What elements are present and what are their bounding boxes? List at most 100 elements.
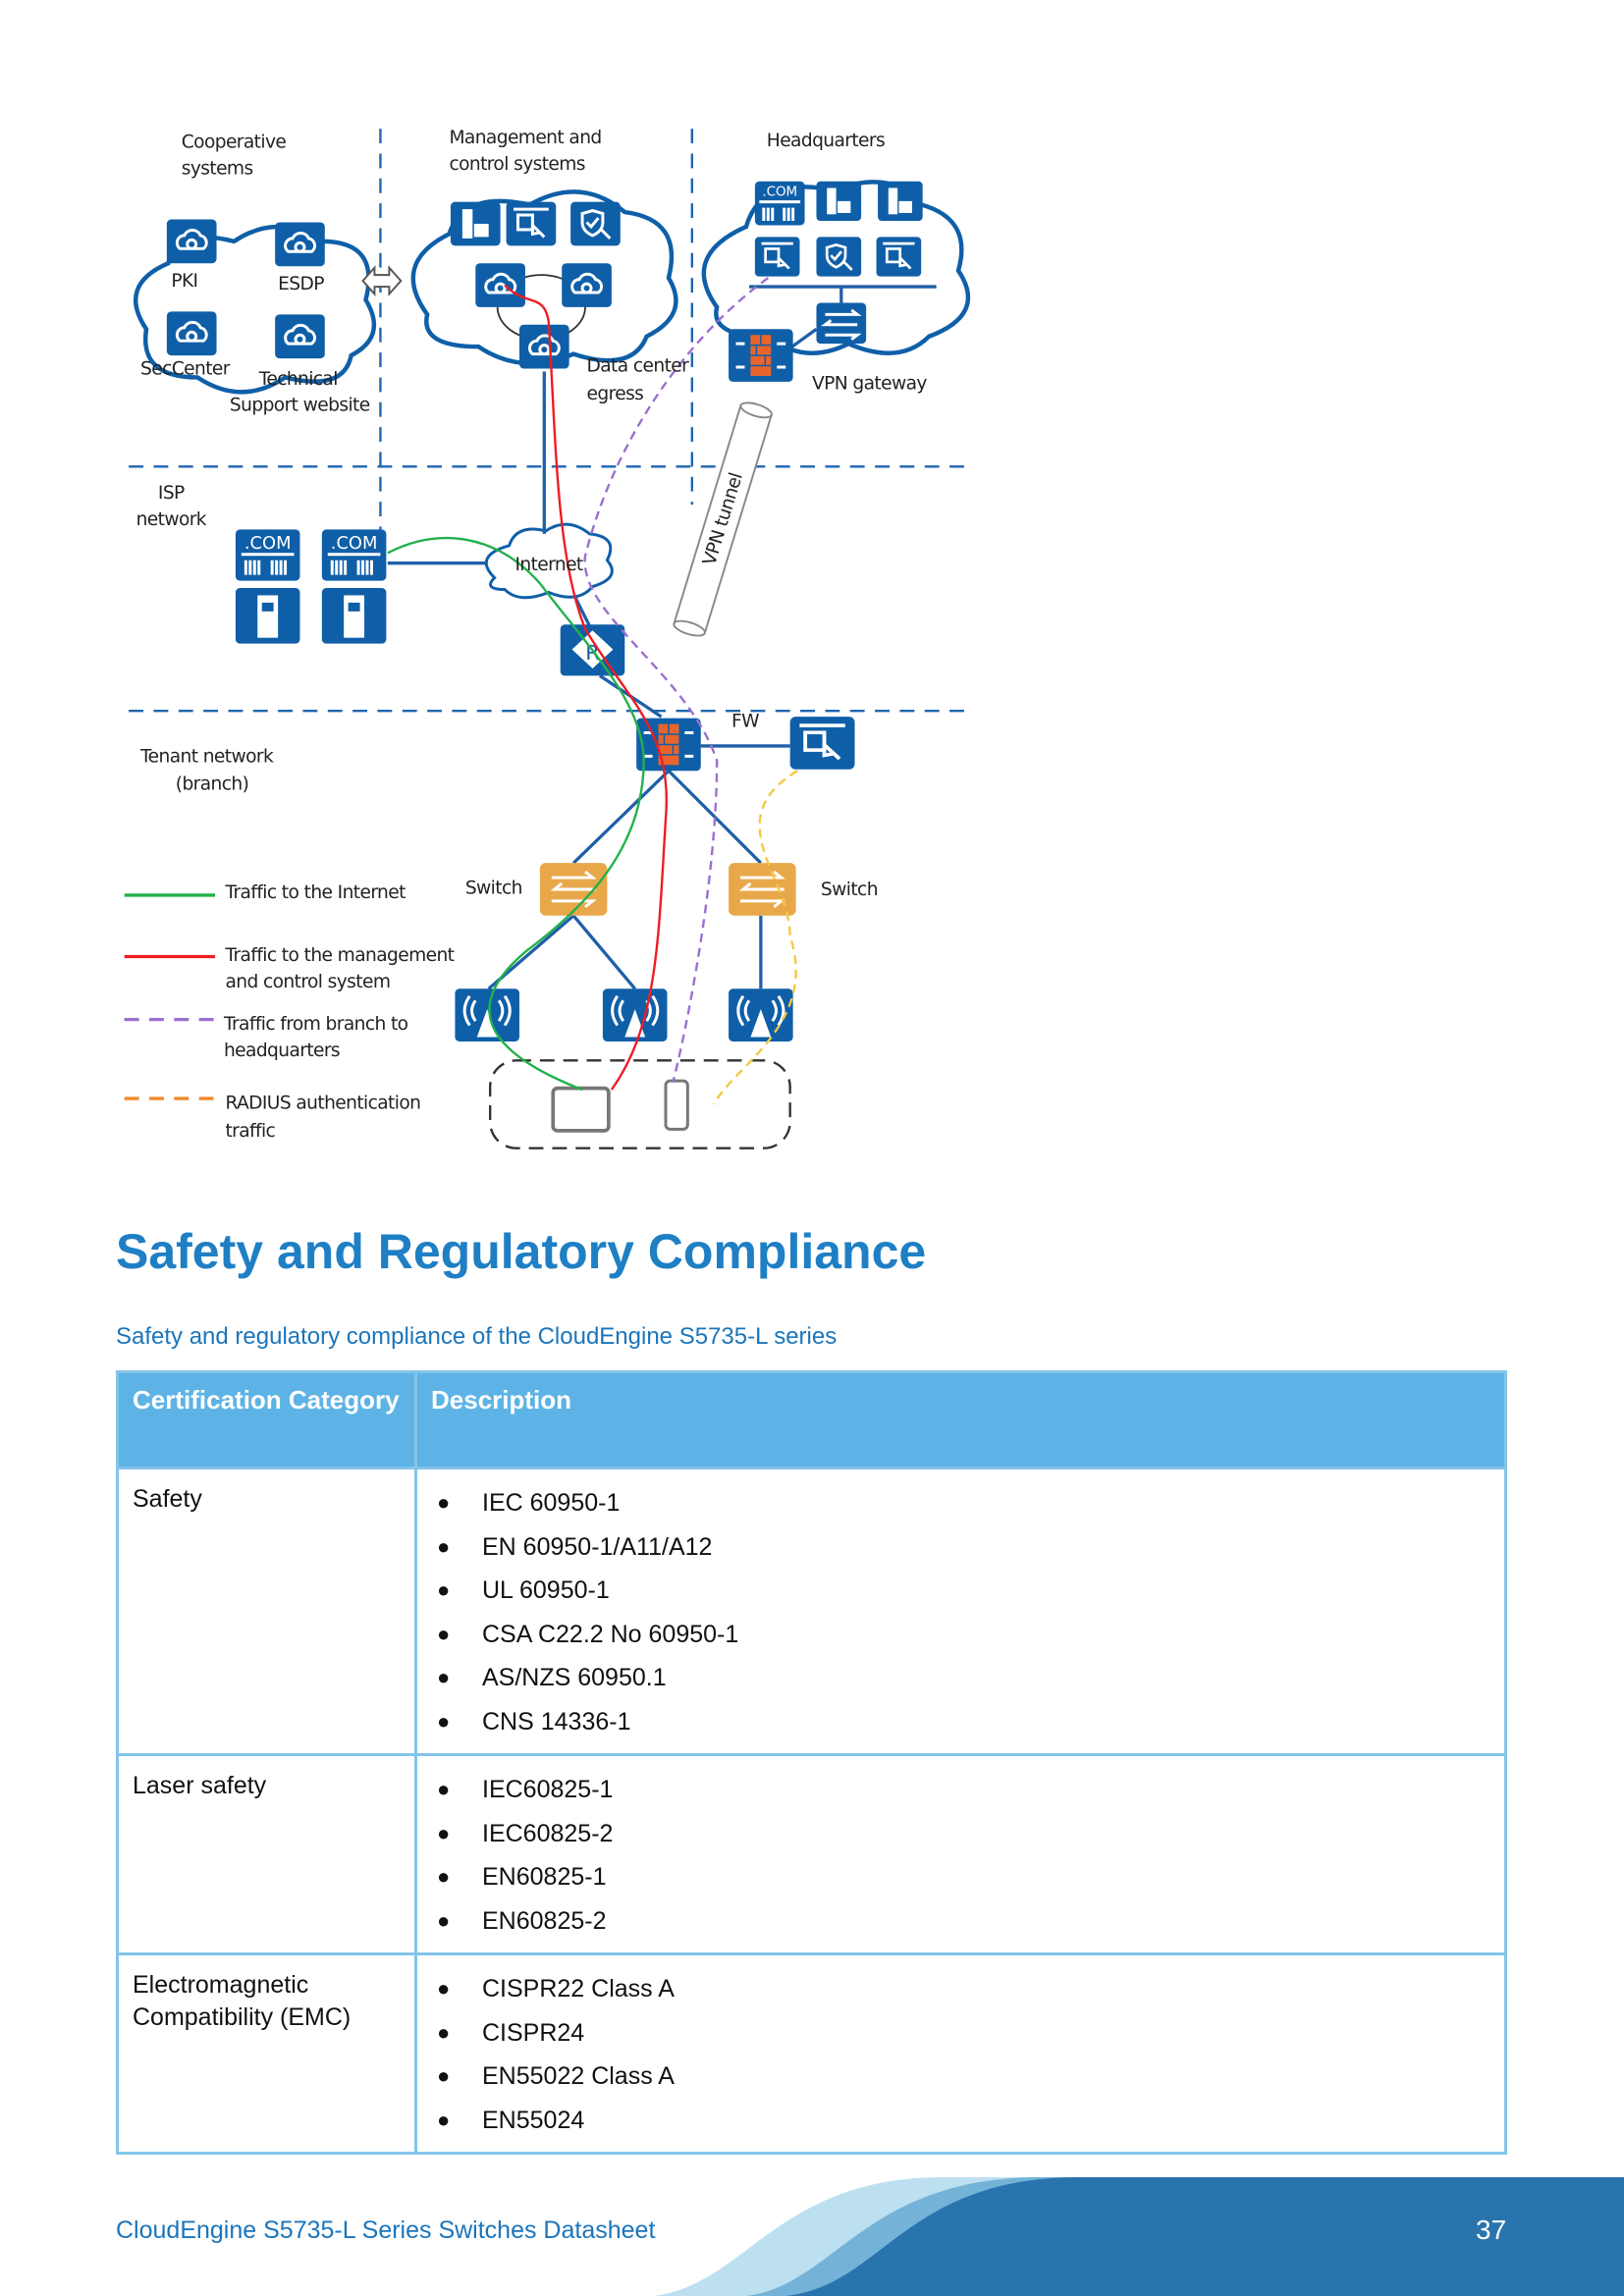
table-caption: Safety and regulatory compliance of the … [116,1323,838,1350]
bullet-icon: ● [437,1533,451,1559]
double-arrow-icon [361,265,403,297]
standard-name: CISPR22 Class A [482,1975,675,2002]
bullet-icon: ● [437,2063,451,2088]
technical-label: Technical [258,369,338,390]
certification-category: Electromagnetic Compatibility (EMC) [116,1952,417,2155]
traffic-paths [387,277,798,1105]
management-console-icon [505,200,558,247]
list-item: ● AS/NZS 60950.1 [431,1656,1490,1700]
standards-list: ● IEC 60950-1 ● EN 60950-1/A11/A12 ● UL 60950… [431,1481,1490,1743]
bullet-icon: ● [437,1665,451,1689]
cloud-service-icon [560,261,614,309]
footer-document-title: CloudEngine S5735-L Series Switches Data… [116,2216,656,2244]
standards-list: ● IEC60825-1 ● IEC60825-2 ● EN60825-1 ● EN60825… [431,1768,1490,1943]
data-center-egress-icon [517,323,571,370]
legend-label: traffic [225,1121,275,1142]
bullet-icon: ● [437,1708,451,1734]
switch-label: Switch [821,880,878,900]
zone-label: network [136,509,207,530]
hq-traffic-path [583,277,769,1083]
diagram-labels: Cooperative systems Management and contr… [136,128,928,900]
isp-com-label: .COM [244,533,292,554]
technical-label: Support website [230,396,370,416]
zone-label: control systems [449,154,584,175]
esdp-label: ESDP [278,274,324,294]
egress-label: Data center [587,355,690,376]
seccenter-icon [165,309,219,357]
list-item: ● CISPR22 Class A [431,1967,1490,2011]
compliance-table: Certification Category Description Safet… [116,1370,1507,2155]
network-diagram: VPN tunnel .COM .COM .COM R [124,128,973,1149]
terminals [488,1059,791,1149]
vpn-gateway-label: VPN gateway [812,373,927,394]
standard-name: UL 60950-1 [482,1576,610,1604]
zone-label: ISP [158,483,185,504]
bullet-icon: ● [437,1864,451,1889]
pki-icon [165,218,219,265]
standard-name: IEC 60950-1 [482,1489,621,1517]
bullet-icon: ● [437,1777,451,1801]
standard-name: CNS 14336-1 [482,1707,631,1735]
access-point-icon [453,987,521,1043]
fw-label: FW [731,712,759,732]
standard-name: EN55024 [482,2106,585,2134]
isp-server-icon [235,588,300,644]
radius-server-icon [787,715,857,772]
branch-firewall-icon [634,717,703,773]
description-cell: ● IEC60825-1 ● IEC60825-2 ● EN60825-1 ● EN60825… [414,1753,1507,1955]
list-item: ● EN55024 [431,2099,1490,2143]
server-icon [450,201,501,246]
list-item: ● IEC 60950-1 [431,1481,1490,1525]
ad-server-icon [875,236,923,278]
hq-com-label: .COM [762,186,797,200]
vpn-gateway-arrows-icon [820,308,862,341]
switch-label: Switch [465,878,522,898]
standard-name: IEC60825-2 [482,1819,614,1847]
bullet-icon: ● [437,2107,451,2132]
zone-label: (branch) [176,774,248,795]
certification-category: Laser safety [116,1753,417,1955]
list-item: ● CSA C22.2 No 60950-1 [431,1613,1490,1657]
zone-label: Management and [449,128,601,148]
description-cell: ● IEC 60950-1 ● EN 60950-1/A11/A12 ● UL 60950… [414,1467,1507,1756]
switch-left-icon [538,861,609,918]
list-item: ● IEC60825-2 [431,1812,1490,1856]
technical-support-icon [273,312,327,360]
list-item: ● IEC60825-1 [431,1768,1490,1812]
list-item: ● UL 60950-1 [431,1569,1490,1613]
internet-cloud [484,522,614,600]
column-header-category: Certification Category [116,1370,417,1469]
standard-name: EN 60950-1/A11/A12 [482,1532,713,1561]
zone-label: Cooperative [182,132,287,152]
column-header-description: Description [414,1370,1507,1469]
security-icon [568,200,623,247]
cloud-controller-icon [473,261,527,309]
isp-com-label: .COM [331,533,378,554]
bullet-icon: ● [437,2019,451,2045]
standard-name: CSA C22.2 No 60950-1 [482,1620,739,1648]
table-row: Electromagnetic Compatibility (EMC) ● CISP… [116,1952,1507,2155]
description-cell: ● CISPR22 Class A ● CISPR24 ● EN55022 Class A… [414,1952,1507,2155]
switch-right-icon [727,861,798,918]
radius-traffic-path [713,770,798,1105]
standard-name: AS/NZS 60950.1 [482,1664,667,1691]
bullet-icon: ● [437,1820,451,1845]
zone-dividers [129,129,973,713]
isp-server-icon [321,588,387,644]
standard-name: EN60825-1 [482,1863,607,1891]
list-item: ● CISPR24 [431,2011,1490,2056]
standard-name: CISPR24 [482,2018,585,2047]
bullet-icon: ● [437,1907,451,1933]
internet-label: Internet [515,555,583,575]
internet-traffic-path [387,536,645,1092]
list-item: ● EN60825-2 [431,1899,1490,1944]
standard-name: EN55022 Class A [482,2062,675,2090]
standards-list: ● CISPR22 Class A ● CISPR24 ● EN55022 Class A… [431,1967,1490,2142]
hq-management-icon [753,236,801,278]
table-row: Safety ● IEC 60950-1 ● EN 60950-1/A11/A12 ● UL… [116,1467,1507,1756]
list-item: ● CNS 14336-1 [431,1700,1490,1744]
file-server-icon [816,181,862,222]
table-header-row: Certification Category Description [116,1370,1507,1469]
zone-label: systems [182,158,253,179]
list-item: ● EN60825-1 [431,1855,1490,1899]
